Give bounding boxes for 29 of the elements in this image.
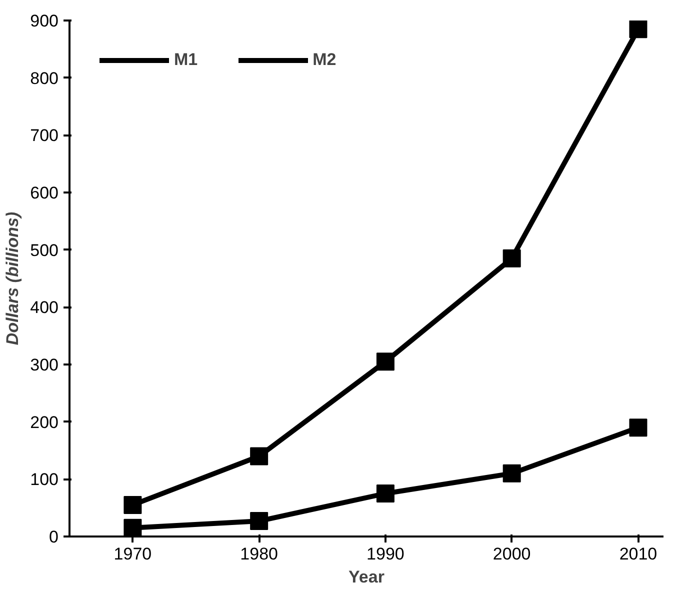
y-tick-label: 500 [30,240,59,260]
x-tick-label: 1970 [114,544,152,564]
x-tick-label: 2010 [619,544,658,564]
y-tick-label: 400 [30,298,59,318]
point [629,418,648,437]
y-tick-label: 200 [30,412,59,432]
x-tick-label: 1980 [240,544,278,564]
point [629,20,648,38]
point [376,484,394,502]
point [250,447,268,466]
y-tick-label: 300 [30,356,59,374]
y-tick-label: 100 [30,470,59,490]
point [250,512,268,530]
y-tick-label: 700 [30,126,59,146]
x-tick-label: 2000 [492,544,531,564]
x-axis-title: Year [348,568,385,586]
y-tick-label: 0 [49,528,59,546]
y-tick-label: 900 [30,12,59,30]
point [124,518,142,536]
y-tick-label: 800 [30,68,59,88]
legend-label: M1 [174,50,198,70]
point [502,249,521,268]
legend-label: M2 [312,50,336,70]
point [376,352,394,371]
y-tick-label: 600 [30,184,59,202]
point [502,464,521,482]
point [124,496,142,514]
y-axis-title: Dollars (billions) [3,212,22,346]
x-tick-label: 1990 [366,544,404,564]
